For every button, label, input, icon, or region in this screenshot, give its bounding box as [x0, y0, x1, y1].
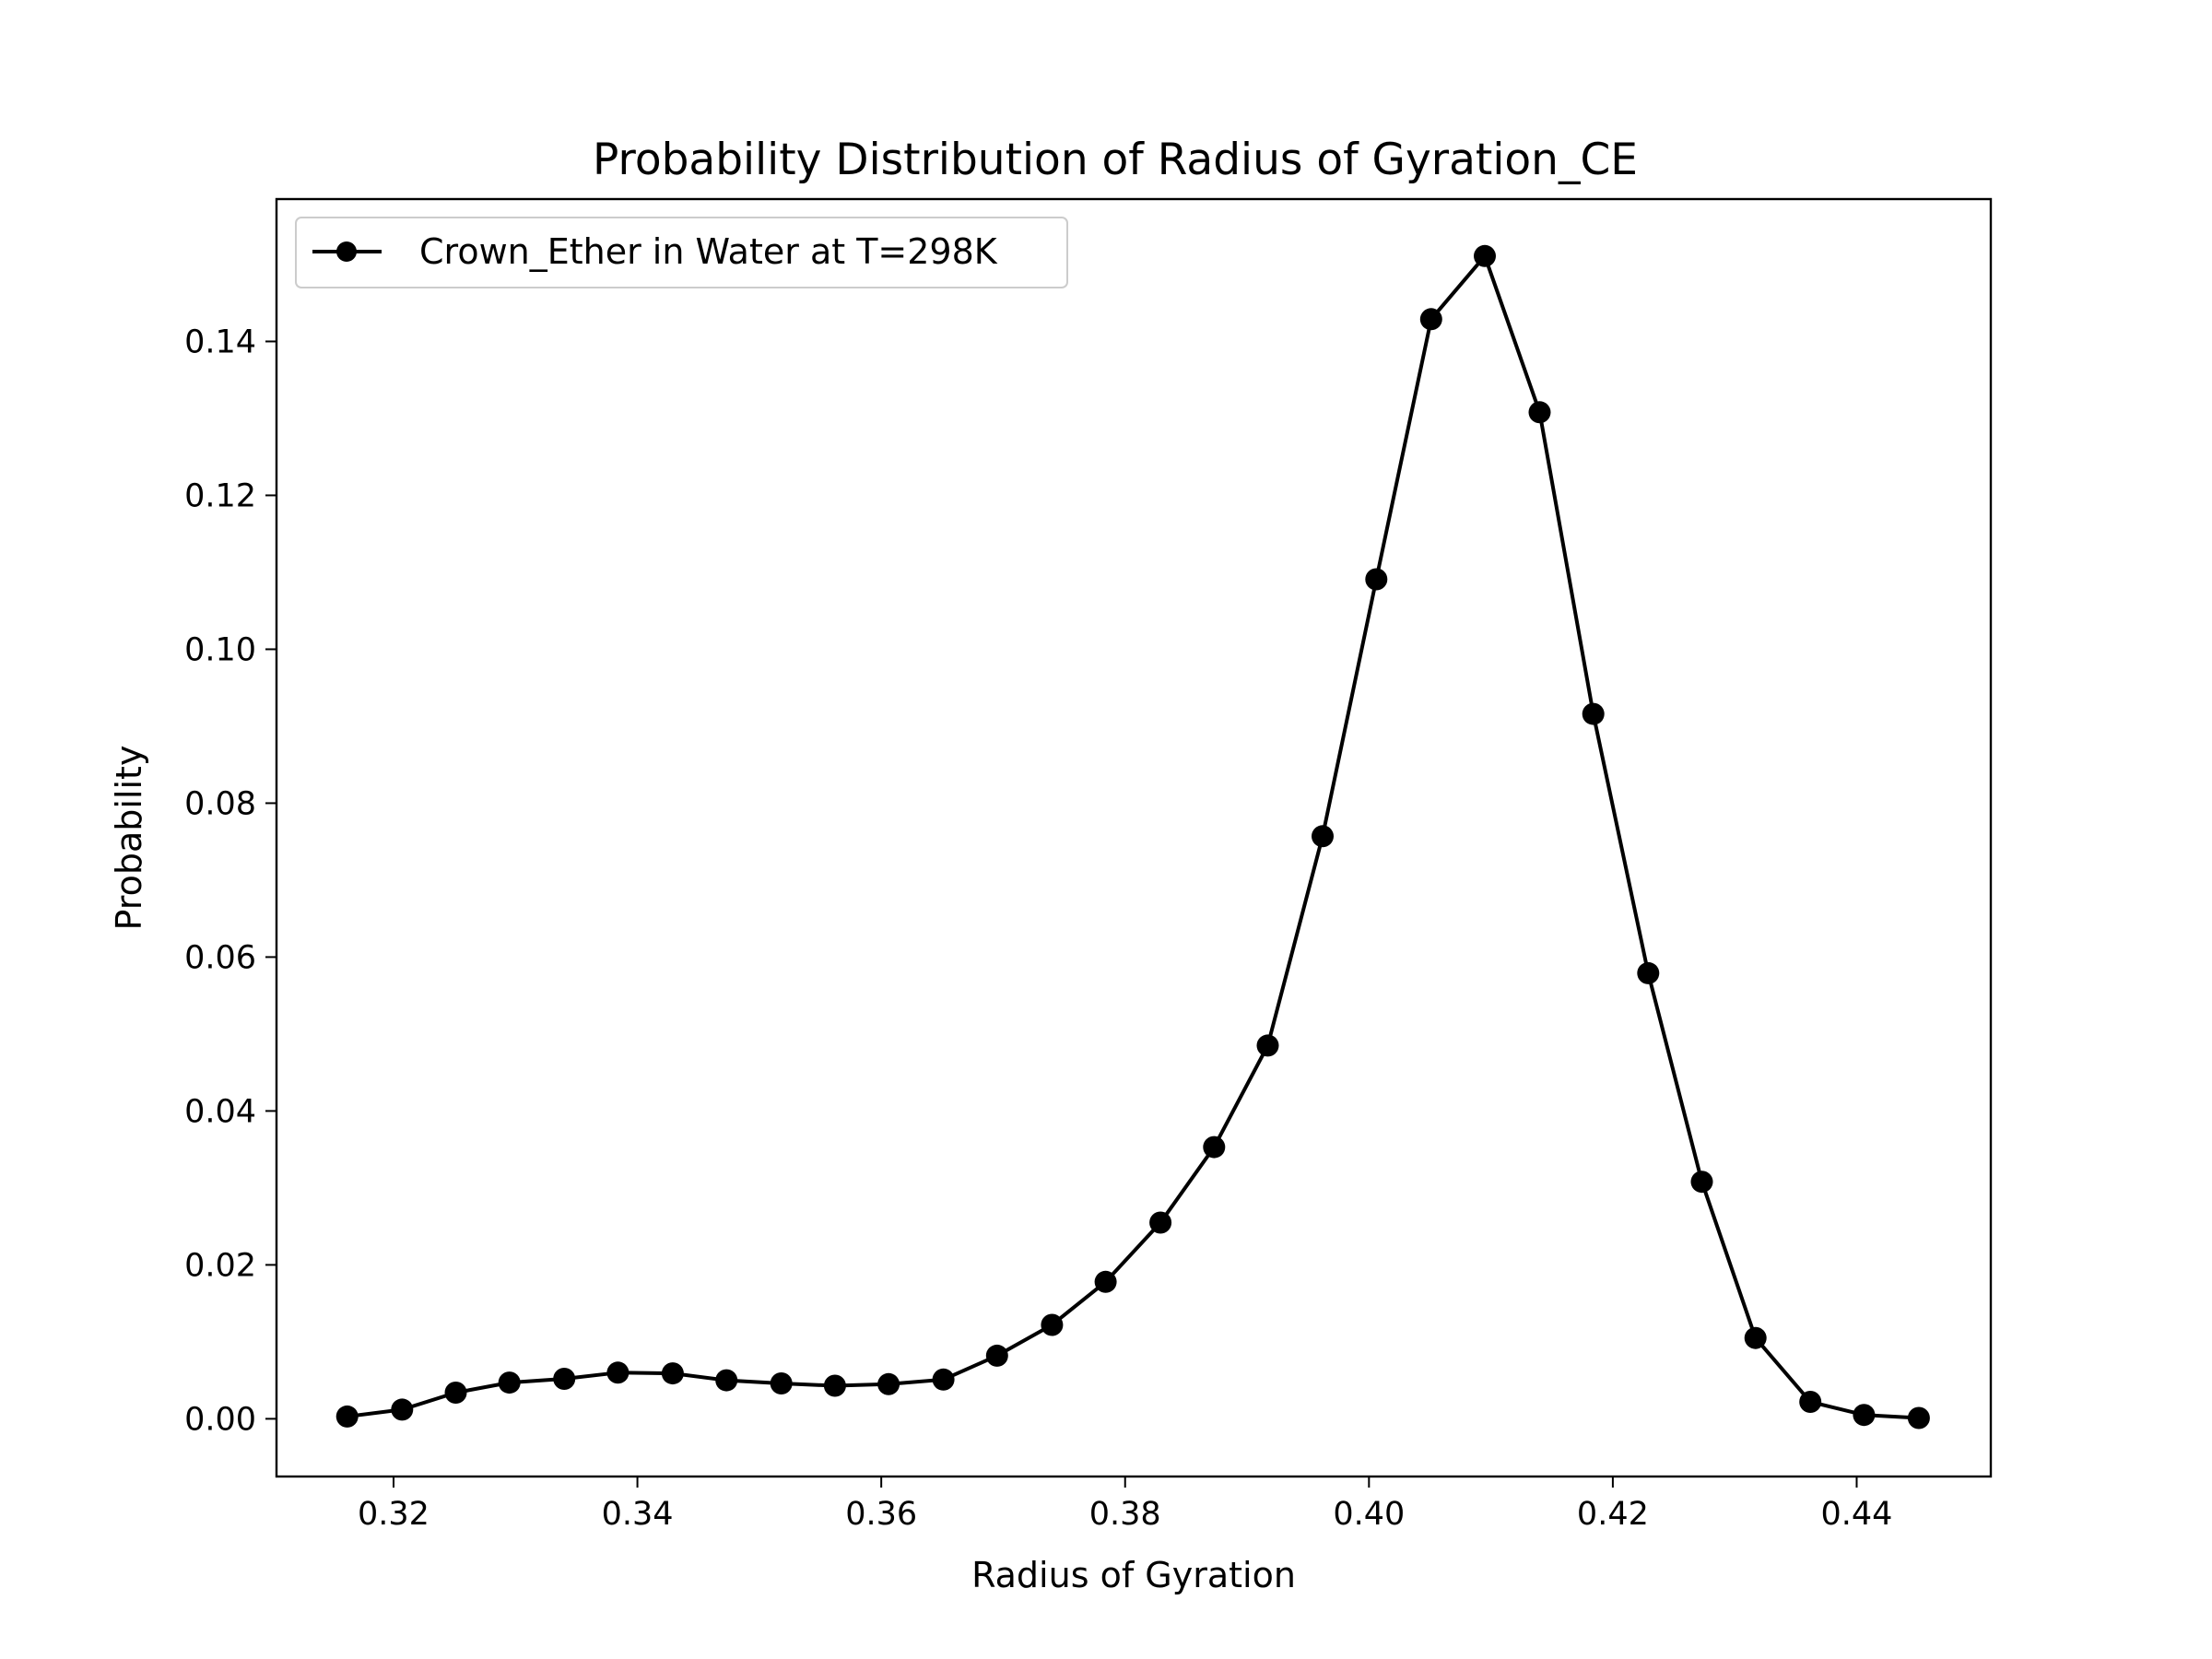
- data-point: [1041, 1313, 1064, 1336]
- legend-marker-sample: [336, 241, 357, 262]
- x-tick-label: 0.42: [1577, 1496, 1649, 1533]
- data-point: [1799, 1391, 1822, 1413]
- y-ticks: 0.00 0.02 0.04 0.06 0.08 0.10 0.12 0.14: [184, 324, 276, 1438]
- data-point: [1256, 1034, 1279, 1057]
- data-point: [1312, 825, 1334, 848]
- data-point: [1149, 1211, 1172, 1234]
- y-tick-label: 0.12: [184, 477, 256, 514]
- x-tick-label: 0.32: [358, 1496, 429, 1533]
- data-point: [606, 1361, 629, 1384]
- data-point: [498, 1371, 521, 1394]
- data-point: [877, 1372, 900, 1395]
- data-point: [1582, 702, 1605, 725]
- y-tick-label: 0.00: [184, 1401, 256, 1438]
- x-tick-label: 0.44: [1821, 1496, 1893, 1533]
- plot-background: [276, 199, 1991, 1477]
- data-point: [985, 1344, 1008, 1367]
- y-tick-label: 0.08: [184, 785, 256, 822]
- data-point: [1907, 1406, 1930, 1430]
- legend-box: [295, 217, 1068, 288]
- data-point: [391, 1398, 414, 1421]
- data-point: [1853, 1404, 1876, 1427]
- legend: Crown_Ether in Water at T=298K: [295, 217, 1068, 288]
- y-tick-label: 0.06: [184, 939, 256, 976]
- x-tick-label: 0.34: [602, 1496, 674, 1533]
- data-point: [1365, 568, 1388, 591]
- y-axis-label: Probability: [109, 746, 149, 931]
- x-tick-label: 0.40: [1333, 1496, 1405, 1533]
- x-tick-label: 0.38: [1089, 1496, 1161, 1533]
- data-point: [770, 1372, 793, 1394]
- data-point: [661, 1362, 684, 1385]
- data-point: [1203, 1135, 1226, 1159]
- plot-area: [276, 199, 1991, 1477]
- axes-frame: [275, 197, 1993, 1478]
- y-tick-label: 0.04: [184, 1093, 256, 1130]
- y-tick-label: 0.14: [184, 324, 256, 360]
- chart-title: Probability Distribution of Radius of Gy…: [593, 135, 1638, 185]
- data-point: [715, 1369, 738, 1392]
- y-tick-label: 0.10: [184, 631, 256, 668]
- data-point: [1094, 1270, 1117, 1293]
- data-point: [1690, 1171, 1713, 1194]
- data-point: [1744, 1326, 1767, 1349]
- data-point: [1474, 244, 1496, 267]
- legend-label: Crown_Ether in Water at T=298K: [419, 231, 998, 272]
- data-point: [444, 1382, 467, 1404]
- data-point: [1419, 308, 1442, 331]
- data-point: [932, 1368, 955, 1391]
- x-tick-label: 0.36: [845, 1496, 917, 1533]
- data-point: [823, 1374, 846, 1397]
- data-point: [335, 1405, 359, 1428]
- y-tick-label: 0.02: [184, 1247, 256, 1284]
- data-point: [1637, 961, 1660, 984]
- data-point: [1528, 401, 1551, 424]
- x-axis-label: Radius of Gyration: [971, 1555, 1296, 1595]
- data-point: [553, 1368, 576, 1390]
- x-ticks: 0.32 0.34 0.36 0.38 0.40 0.42 0.44: [358, 1477, 1892, 1533]
- series-group: [335, 244, 1930, 1430]
